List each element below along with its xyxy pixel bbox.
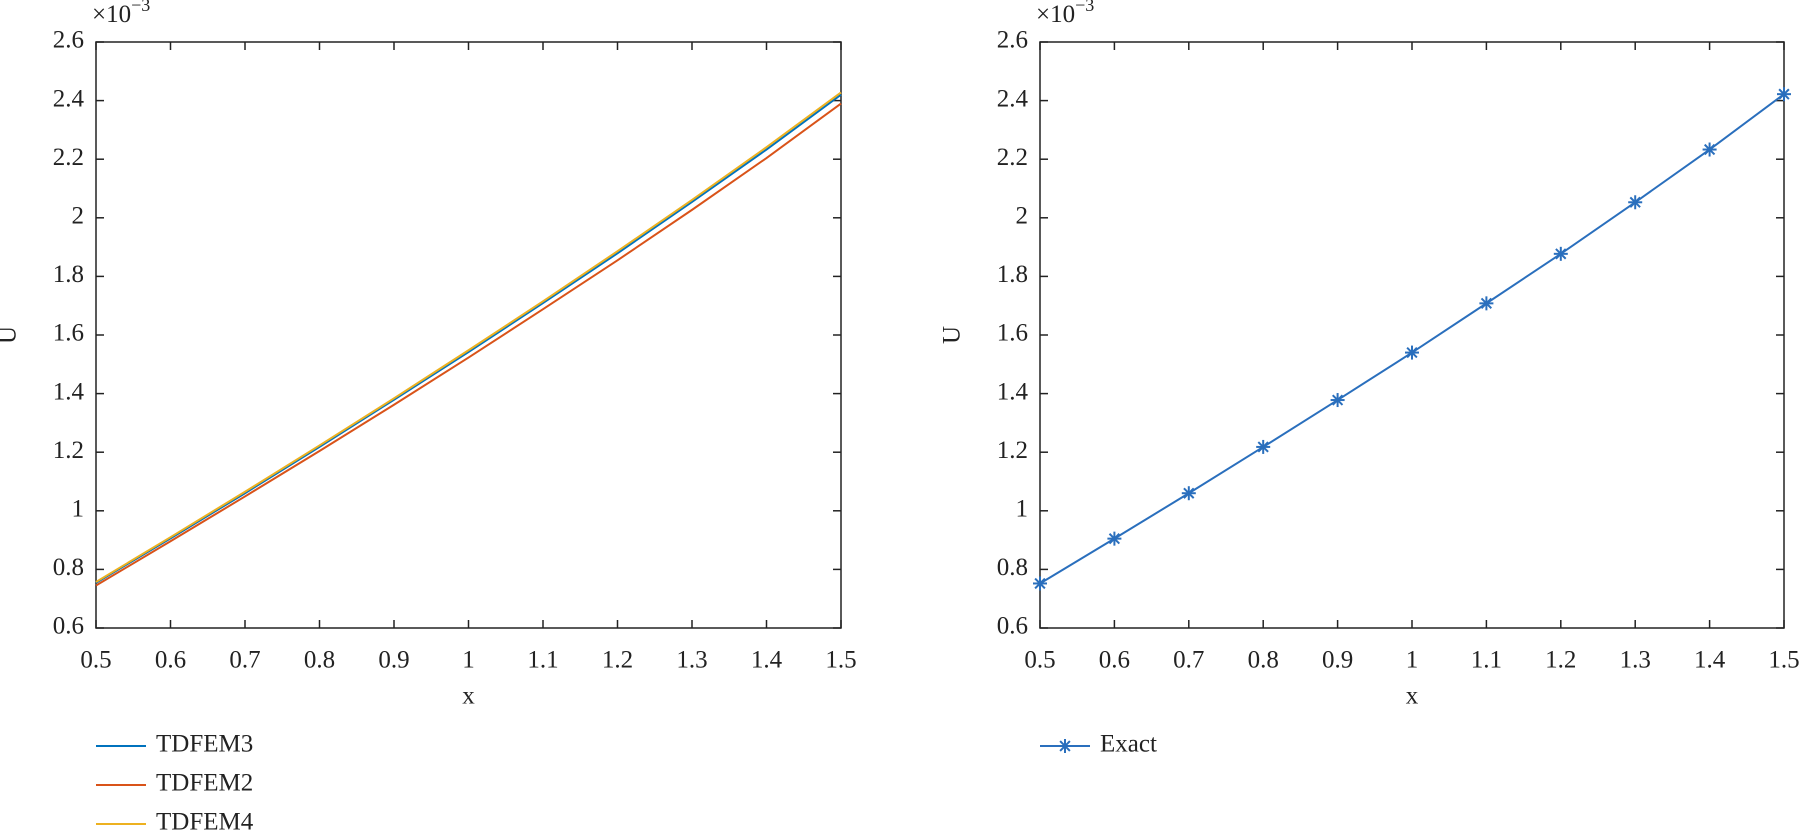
data-point — [1405, 345, 1419, 360]
x-tick-label: 1 — [1406, 647, 1419, 674]
x-tick-label: 1.3 — [1620, 647, 1651, 674]
y-tick-label: 1.4 — [997, 378, 1029, 405]
marker-stroke — [1629, 196, 1641, 208]
x-tick-label: 1 — [462, 647, 475, 674]
plot-frame — [1039, 41, 1785, 629]
x-tick-label: 0.6 — [155, 647, 186, 674]
y-tick-label: 0.8 — [997, 554, 1028, 581]
marker-stroke — [1257, 441, 1269, 453]
series-line — [1039, 93, 1785, 585]
y-tick-label: 2.6 — [997, 27, 1028, 54]
y-axis-label: U — [939, 326, 966, 344]
marker-stroke — [1059, 740, 1071, 752]
marker-stroke — [1778, 88, 1790, 100]
y-tick-label: 1.6 — [997, 320, 1028, 347]
x-tick-label: 0.8 — [304, 647, 335, 674]
series-line — [95, 91, 842, 583]
y-tick-label: 2.4 — [997, 85, 1029, 112]
x-tick-label: 0.6 — [1099, 647, 1130, 674]
x-tick-label: 1.1 — [1471, 647, 1502, 674]
data-point — [1330, 393, 1345, 408]
x-tick-label: 0.7 — [229, 647, 260, 674]
data-point — [1553, 246, 1568, 261]
x-tick-label: 1.3 — [676, 647, 707, 674]
legend-label: TDFEM4 — [156, 809, 254, 834]
data-point — [1107, 531, 1122, 546]
plot-frame — [95, 41, 842, 629]
data-point — [1181, 486, 1196, 501]
y-tick-label: 1 — [72, 496, 85, 523]
x-tick-label: 0.5 — [80, 647, 111, 674]
multiplier-exponent: −3 — [131, 0, 150, 15]
x-tick-label: 0.5 — [1024, 647, 1055, 674]
multiplier-exponent: −3 — [1075, 0, 1094, 15]
legend-label: TDFEM2 — [156, 770, 253, 797]
y-tick-label: 2 — [1016, 203, 1029, 230]
data-point — [1777, 87, 1791, 102]
x-axis-label: x — [1406, 683, 1419, 710]
y-tick-label: 0.6 — [997, 613, 1028, 640]
series-line — [95, 102, 842, 587]
x-tick-label: 1.4 — [751, 647, 783, 674]
y-tick-label: 1.2 — [997, 437, 1028, 464]
marker-stroke — [1555, 248, 1567, 260]
legend-label: Exact — [1100, 731, 1157, 758]
y-tick-label: 2.2 — [997, 144, 1028, 171]
multiplier-base: ×10 — [92, 1, 131, 28]
x-tick-label: 1.5 — [1768, 647, 1799, 674]
y-tick-label: 2.4 — [53, 85, 85, 112]
y-tick-label: 2.6 — [53, 27, 84, 54]
data-point — [1628, 195, 1643, 210]
x-tick-label: 1.5 — [825, 647, 856, 674]
marker-stroke — [1034, 577, 1046, 590]
marker-stroke — [1108, 533, 1121, 545]
series-line — [95, 93, 842, 584]
marker-stroke — [1480, 297, 1493, 309]
data-point — [1479, 296, 1494, 311]
y-tick-label: 1.2 — [53, 437, 84, 464]
y-tick-label: 2 — [72, 203, 85, 230]
data-point — [1702, 142, 1717, 157]
x-tick-label: 1.4 — [1694, 647, 1726, 674]
legend-label: TDFEM3 — [156, 731, 253, 758]
x-axis-label: x — [462, 683, 475, 710]
x-tick-label: 1.2 — [1545, 647, 1576, 674]
y-tick-label: 1.4 — [53, 378, 85, 405]
marker-stroke — [1703, 143, 1716, 156]
marker-stroke — [1406, 346, 1418, 359]
x-tick-label: 0.8 — [1248, 647, 1279, 674]
multiplier-base: ×10 — [1036, 1, 1075, 28]
x-tick-label: 0.9 — [1322, 647, 1353, 674]
axis-multiplier: ×10−3 — [1036, 0, 1094, 28]
x-tick-label: 1.1 — [527, 647, 558, 674]
y-tick-label: 1 — [1016, 496, 1029, 523]
marker-stroke — [1331, 394, 1344, 406]
y-tick-label: 1.8 — [53, 261, 84, 288]
y-axis-label: U — [0, 326, 22, 344]
marker-stroke — [1183, 487, 1195, 499]
y-tick-label: 2.2 — [53, 144, 84, 171]
y-tick-label: 1.8 — [997, 261, 1028, 288]
x-tick-label: 1.2 — [602, 647, 633, 674]
legend-marker — [1058, 739, 1072, 753]
axis-multiplier: ×10−3 — [92, 0, 150, 28]
y-tick-label: 0.8 — [53, 554, 84, 581]
data-point — [1033, 576, 1047, 591]
y-tick-label: 0.6 — [53, 613, 84, 640]
data-point — [1256, 439, 1271, 454]
x-tick-label: 0.7 — [1173, 647, 1204, 674]
y-tick-label: 1.6 — [53, 320, 84, 347]
x-tick-label: 0.9 — [378, 647, 409, 674]
